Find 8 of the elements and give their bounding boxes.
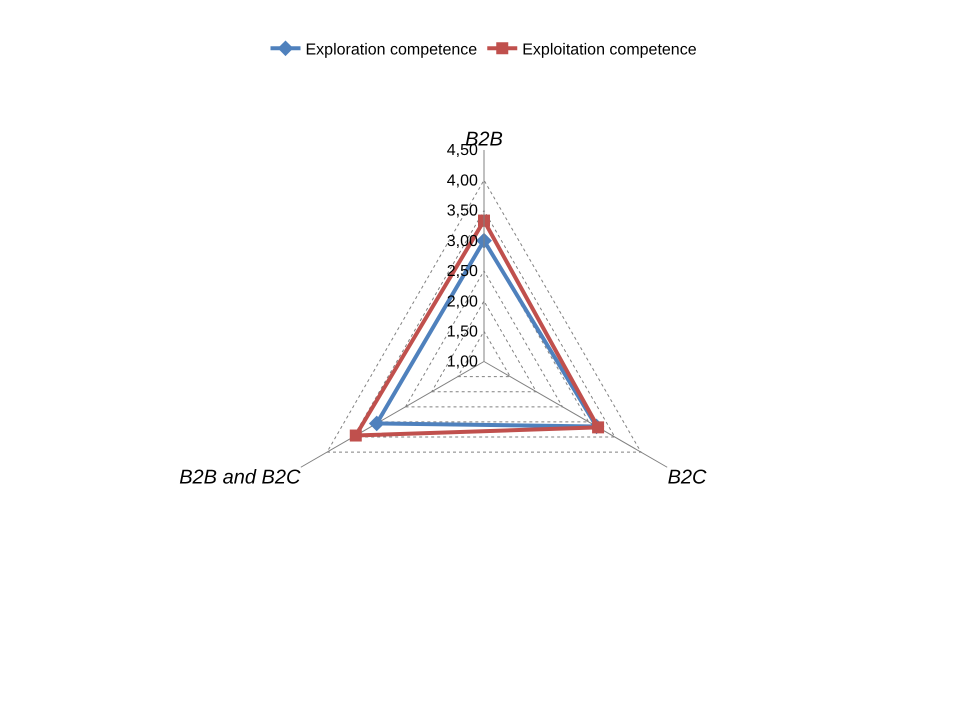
legend-label: Exploitation competence [522,42,697,59]
legend-label: Exploration competence [306,42,478,59]
y-tick-label: 1,50 [446,323,478,340]
y-tick-label: 3,50 [446,202,478,220]
spoke-label: B2C [668,466,708,489]
y-tick-label: 1,00 [446,354,478,371]
y-tick-label: 4,00 [446,172,478,190]
spoke-label: B2B and B2C [179,466,301,489]
